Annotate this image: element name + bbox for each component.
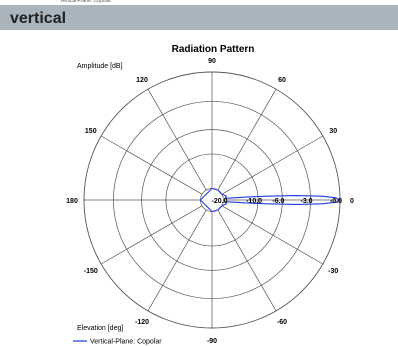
series-line <box>199 187 341 213</box>
angle-tick-labels: 0 30 60 90 120 150 180 -150 -120 -90 -60 -30 <box>66 58 354 345</box>
angle-tick-label: 120 <box>136 77 148 84</box>
grid-spoke <box>100 205 203 265</box>
grid-spoke <box>221 135 324 195</box>
grid-spoke <box>221 205 324 265</box>
angle-tick-label: -120 <box>135 319 149 326</box>
section-title: vertical <box>10 10 67 27</box>
top-caption: Vertical-Plane: Copolar <box>60 0 112 3</box>
grid-spoke <box>217 209 277 312</box>
legend-label: Vertical-Plane: Copolar <box>90 339 162 346</box>
radial-tick-label: -10.0 <box>246 198 262 205</box>
radial-tick-label: -6.0 <box>272 198 284 205</box>
angle-tick-label: 30 <box>329 128 337 135</box>
angle-tick-label: 0 <box>350 198 354 205</box>
angle-tick-label: -90 <box>207 338 217 345</box>
angle-tick-label: 150 <box>85 128 97 135</box>
chart-title: Radiation Pattern <box>172 44 255 55</box>
radial-axis-label: Amplitude [dB] <box>77 63 123 70</box>
grid-spoke <box>217 88 277 191</box>
angle-tick-label: -30 <box>328 268 338 275</box>
section-header: vertical <box>0 5 398 30</box>
grid-spoke <box>147 88 207 191</box>
angle-tick-label: -60 <box>277 319 287 326</box>
series-group <box>199 187 341 213</box>
angle-tick-label: 180 <box>66 198 78 205</box>
angle-tick-label: -150 <box>84 268 98 275</box>
angle-tick-label: 60 <box>278 77 286 84</box>
legend: Vertical-Plane: Copolar <box>73 339 162 346</box>
radial-tick-label: -3.0 <box>301 198 313 205</box>
radial-tick-label: -20.0 <box>212 198 228 205</box>
grid-spoke <box>100 135 203 195</box>
radial-tick-labels: -20.0 -10.0 -6.0 -3.0 -0.0 <box>212 198 343 205</box>
angle-axis-label: Elevation [deg] <box>77 325 123 332</box>
grid-spoke <box>147 209 207 312</box>
angle-tick-label: 90 <box>208 58 216 65</box>
radial-tick-label: -0.0 <box>330 198 342 205</box>
